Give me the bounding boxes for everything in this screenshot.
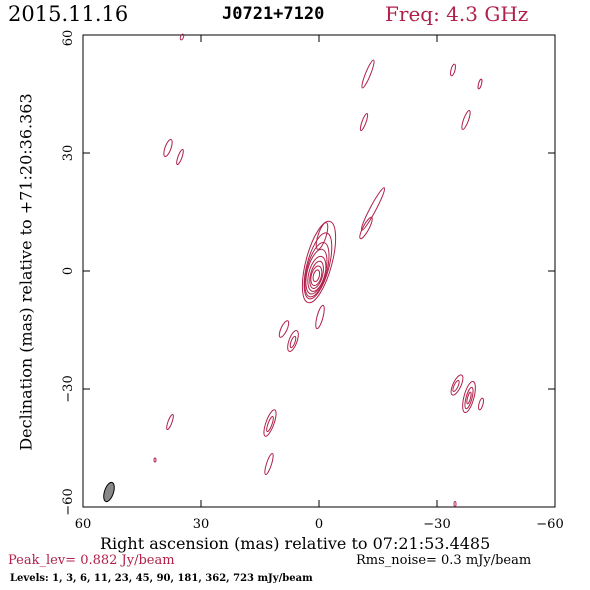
- x-axis-label: Right ascension (mas) relative to 07:21:…: [100, 534, 491, 553]
- y-tick-label: −60: [61, 488, 76, 515]
- rms-noise: Rms_noise= 0.3 mJy/beam: [356, 553, 532, 568]
- y-tick-label: 60: [61, 30, 76, 47]
- peak-level: Peak_lev= 0.882 Jy/beam: [8, 553, 175, 568]
- x-tick-label: −30: [423, 517, 450, 532]
- x-tick-label: 60: [75, 517, 92, 532]
- contour-group: [153, 33, 484, 507]
- y-axis-label: Declination (mas) relative to +71:20:36.…: [16, 93, 36, 451]
- y-tick-label: 30: [61, 145, 76, 162]
- y-tick-label: −30: [61, 375, 76, 402]
- frequency-label: Freq: 4.3 GHz: [385, 2, 529, 26]
- contour-levels: Levels: 1, 3, 6, 11, 23, 45, 90, 181, 36…: [10, 573, 313, 584]
- y-ticks: [83, 34, 555, 508]
- x-tick-label: −60: [536, 517, 563, 532]
- beam-ellipse: [103, 481, 115, 503]
- y-tick-label: 0: [61, 267, 76, 275]
- observation-date: 2015.11.16: [8, 2, 129, 26]
- source-name: J0721+7120: [222, 4, 325, 24]
- x-tick-label: 30: [193, 517, 210, 532]
- x-ticks: [82, 35, 556, 507]
- x-tick-label: 0: [315, 517, 323, 532]
